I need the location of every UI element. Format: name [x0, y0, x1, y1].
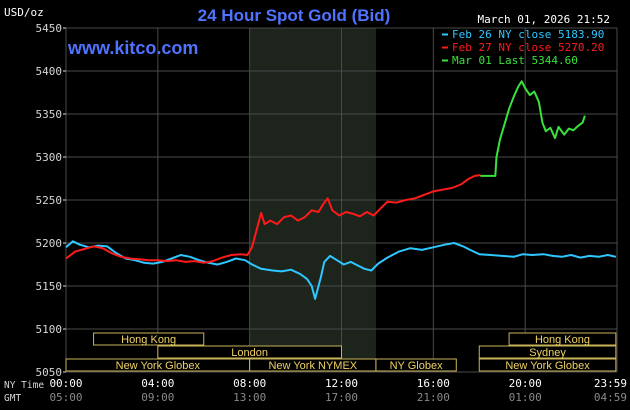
session-bar: New York Globex	[478, 358, 617, 372]
y-tick-label: 5400	[36, 65, 63, 78]
ny-time-tick-label: 12:00	[325, 377, 358, 390]
y-tick-label: 5300	[36, 151, 63, 164]
session-bar-label: New York NYMEX	[268, 360, 357, 372]
y-tick-label: 5250	[36, 194, 63, 207]
gmt-row-label: GMT	[4, 393, 21, 404]
gmt-tick-label: 04:59	[594, 391, 627, 404]
ny-time-tick-label: 20:00	[509, 377, 542, 390]
gmt-tick-label: 05:00	[49, 391, 82, 404]
gmt-tick-label: 09:00	[141, 391, 174, 404]
gmt-tick-label: 13:00	[233, 391, 266, 404]
session-bar-label: Hong Kong	[535, 334, 590, 346]
y-axis: 5050 5100 5150 5200 5250 5300 5350 5400 5450	[36, 22, 66, 379]
session-bar-box	[93, 332, 205, 346]
grid-lines	[65, 27, 618, 373]
ny-time-row-label: NY Time	[4, 380, 44, 391]
series-line-feb27	[65, 174, 481, 264]
session-bar: New York NYMEX	[249, 358, 377, 372]
y-tick-label: 5150	[36, 280, 63, 293]
y-tick-label: 5100	[36, 323, 63, 336]
session-bar-box	[478, 345, 617, 359]
y-tick-label: 5350	[36, 108, 63, 121]
session-bar-label: New York Globex	[505, 360, 590, 372]
session-bar-label: NY Globex	[390, 360, 443, 372]
ny-time-tick-label: 08:00	[233, 377, 266, 390]
y-tick-label: 5450	[36, 22, 63, 35]
gmt-tick-label: 01:00	[509, 391, 542, 404]
ny-time-tick-label: 04:00	[141, 377, 174, 390]
series-lines	[65, 80, 617, 300]
session-bar: NY Globex	[375, 358, 457, 372]
legend-entry-feb26: Feb 26 NY close 5183.90	[452, 28, 604, 41]
session-bar: London	[157, 345, 342, 359]
session-bar-box	[375, 358, 457, 372]
gmt-tick-label: 21:00	[417, 391, 450, 404]
session-bar-box	[508, 332, 617, 346]
session-bar-box	[478, 358, 617, 372]
gmt-tick-label: 17:00	[325, 391, 358, 404]
session-bar-label: Sydney	[529, 347, 566, 359]
session-bar: Hong Kong	[93, 332, 205, 346]
legend-entry-feb27: Feb 27 NY close 5270.20	[452, 41, 604, 54]
series-line-mar01	[480, 80, 586, 177]
chart-title: 24 Hour Spot Gold (Bid)	[198, 6, 391, 25]
session-bar-label: Hong Kong	[121, 334, 176, 346]
units-label: USD/oz	[4, 6, 44, 19]
datetime-label: March 01, 2026 21:52	[478, 13, 610, 26]
session-bar: Hong Kong	[508, 332, 617, 346]
ny-time-tick-label: 23:59	[594, 377, 627, 390]
session-bar: Sydney	[478, 345, 617, 359]
y-tick-label: 5200	[36, 237, 63, 250]
session-bar-label: London	[231, 347, 268, 359]
ny-time-tick-label: 00:00	[49, 377, 82, 390]
session-bar-label: New York Globex	[116, 360, 201, 372]
legend-entry-mar01: Mar 01 Last 5344.60	[452, 54, 578, 67]
series-line-feb26	[65, 240, 617, 300]
ny-time-tick-label: 16:00	[417, 377, 450, 390]
y-tick-label: 5050	[36, 366, 63, 379]
session-bar: New York Globex	[65, 358, 251, 372]
source-url-link[interactable]: www.kitco.com	[67, 38, 198, 58]
session-bar-box	[157, 345, 342, 359]
